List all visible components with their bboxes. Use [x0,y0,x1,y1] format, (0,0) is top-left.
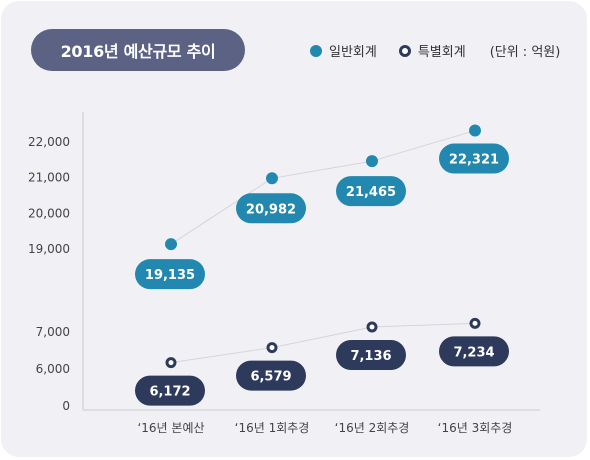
series-line-special [170,322,476,364]
legend-label-general: 일반회계 [329,45,377,60]
x-tick-label: ‘16년 본예산 [137,421,204,435]
data-point-special [469,317,481,329]
y-tick-label: 22,000 [28,135,70,149]
data-label-general-bg [439,143,509,174]
data-point-special [366,321,378,333]
x-tick-label: ‘16년 2회추경 [335,421,410,435]
y-tick-label: 0 [62,399,70,413]
data-label-general: 22,321 [449,153,499,168]
data-label-special-bg [135,375,205,406]
data-label-general: 20,982 [246,202,296,217]
legend-dot-icon [310,44,322,57]
chart-title: 2016년 예산규모 추이 [31,29,245,71]
unit-label: (단위 : 억원) [489,45,561,60]
y-tick-label: 6,000 [36,362,70,376]
data-point-special [165,357,177,369]
data-label-general-bg [135,259,205,290]
y-tick-label: 19,000 [28,242,70,256]
data-point-general [165,238,177,251]
data-label-general: 19,135 [145,268,195,283]
y-tick-label: 7,000 [36,325,70,339]
legend-ring-icon [398,44,411,57]
legend: 일반회계 특별회계 (단위 : 억원) [310,41,560,60]
data-label-general: 21,465 [346,185,396,200]
legend-item-general: 일반회계 [310,41,377,60]
y-tick-label: 21,000 [28,171,70,185]
data-label-general-bg [236,193,306,224]
data-label-special-bg [336,339,406,370]
data-point-general [266,172,278,185]
data-point-general [469,124,481,137]
data-label-special-bg [236,360,306,391]
data-point-special [266,342,278,354]
data-label-general-bg [336,176,406,207]
series-line-general [170,130,476,245]
data-label-special: 7,136 [350,349,391,364]
data-label-special: 6,172 [149,385,190,400]
data-label-special-bg [439,336,509,367]
x-tick-label: ‘16년 1회추경 [235,421,310,435]
x-tick-label: ‘16년 3회추경 [438,421,513,435]
y-tick-label: 20,000 [28,206,70,220]
legend-label-special: 특별회계 [417,45,466,60]
data-label-special: 7,234 [453,345,494,360]
data-label-special: 6,579 [250,370,291,385]
data-point-general [366,155,378,168]
legend-item-special: 특별회계 [398,41,466,60]
